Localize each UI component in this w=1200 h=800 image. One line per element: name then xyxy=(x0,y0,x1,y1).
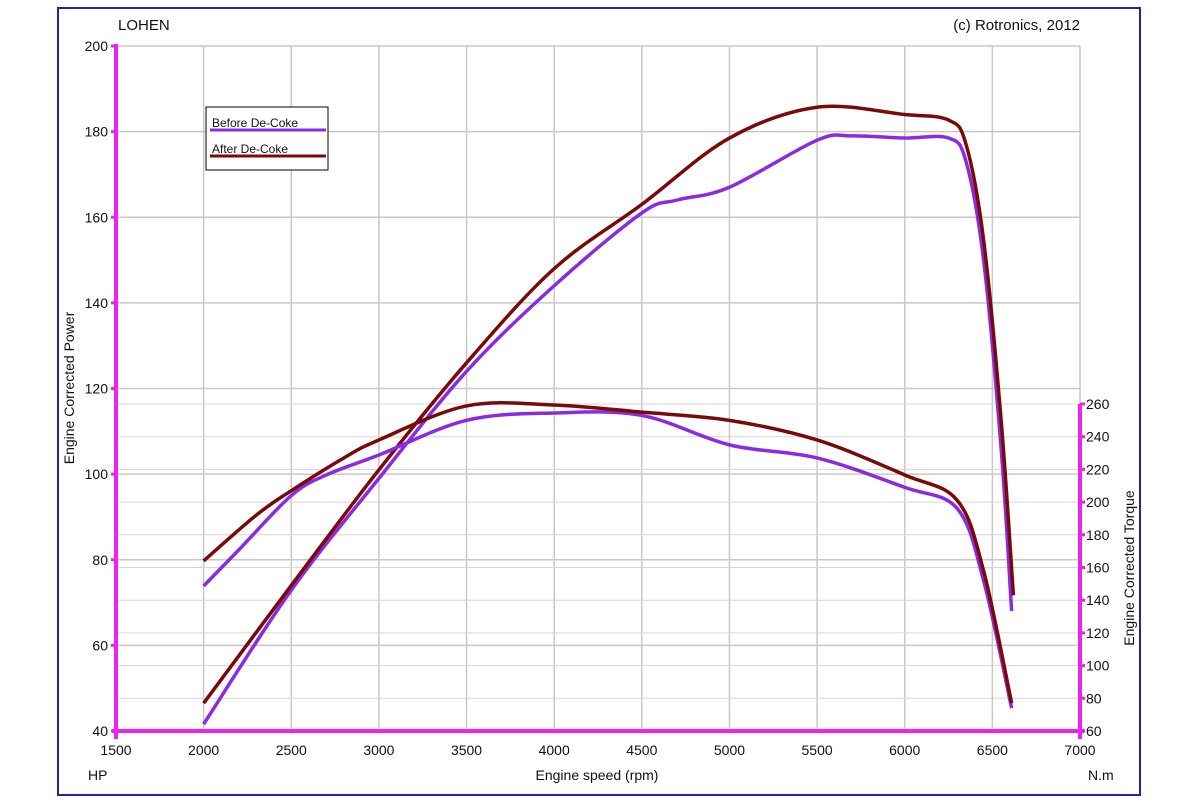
series-torque-after-line xyxy=(202,401,1014,704)
y2-tick-label: 80 xyxy=(1086,690,1102,706)
x-tick-label: 6000 xyxy=(889,742,920,758)
y2-tick-label: 200 xyxy=(1086,494,1110,510)
copyright: (c) Rotronics, 2012 xyxy=(953,17,1080,34)
chart-title: LOHEN xyxy=(118,17,170,34)
axes: 1500 2000 2500 3000 3500 4000 4500 5000 5500 6000… xyxy=(85,38,1110,758)
legend-label-after: After De-Coke xyxy=(212,142,288,156)
legend: Before De-Coke After De-Coke xyxy=(205,106,329,171)
y2-tick-label: 60 xyxy=(1086,723,1102,739)
y-tick-label: 120 xyxy=(85,381,109,397)
y-tick-label: 100 xyxy=(85,466,109,482)
x-axis-label: Engine speed (rpm) xyxy=(536,767,659,783)
y2-tick-label: 260 xyxy=(1086,396,1110,412)
y2-tick-label: 180 xyxy=(1086,527,1110,543)
y-tick-label: 40 xyxy=(92,723,108,739)
series-torque-before-line xyxy=(202,410,1014,709)
series-power-after-line xyxy=(202,104,1016,705)
legend-label-before: Before De-Coke xyxy=(212,116,298,130)
x-tick-label: 3500 xyxy=(451,742,482,758)
y-tick-label: 80 xyxy=(92,552,108,568)
y2-tick-label: 140 xyxy=(1086,592,1110,608)
y-axis-label: Engine Corrected Power xyxy=(61,311,77,464)
x-tick-label: 4500 xyxy=(626,742,657,758)
y-tick-label: 60 xyxy=(92,637,108,653)
y2-unit-label: N.m xyxy=(1088,767,1114,783)
x-tick-label: 5500 xyxy=(802,742,833,758)
y-tick-label: 140 xyxy=(85,295,109,311)
y-tick-label: 180 xyxy=(85,124,109,140)
x-tick-label: 3000 xyxy=(363,742,394,758)
y2-axis-label: Engine Corrected Torque xyxy=(1121,490,1137,646)
chart-frame xyxy=(57,7,1141,796)
x-tick-label: 2500 xyxy=(276,742,307,758)
y-tick-label: 200 xyxy=(85,38,109,54)
y2-tick-label: 160 xyxy=(1086,560,1110,576)
y2-tick-label: 100 xyxy=(1086,658,1110,674)
y2-tick-label: 120 xyxy=(1086,625,1110,641)
x-tick-label: 6500 xyxy=(977,742,1008,758)
series-power-before-line xyxy=(202,133,1014,726)
y2-tick-label: 220 xyxy=(1086,461,1110,477)
x-tick-label: 5000 xyxy=(714,742,745,758)
series-layer xyxy=(202,104,1016,726)
x-tick-label: 2000 xyxy=(188,742,219,758)
y-tick-label: 160 xyxy=(85,209,109,225)
x-tick-label: 4000 xyxy=(539,742,570,758)
y2-tick-label: 240 xyxy=(1086,429,1110,445)
x-unit-label: HP xyxy=(88,767,107,783)
x-tick-label: 1500 xyxy=(100,742,131,758)
x-tick-label: 7000 xyxy=(1064,742,1095,758)
